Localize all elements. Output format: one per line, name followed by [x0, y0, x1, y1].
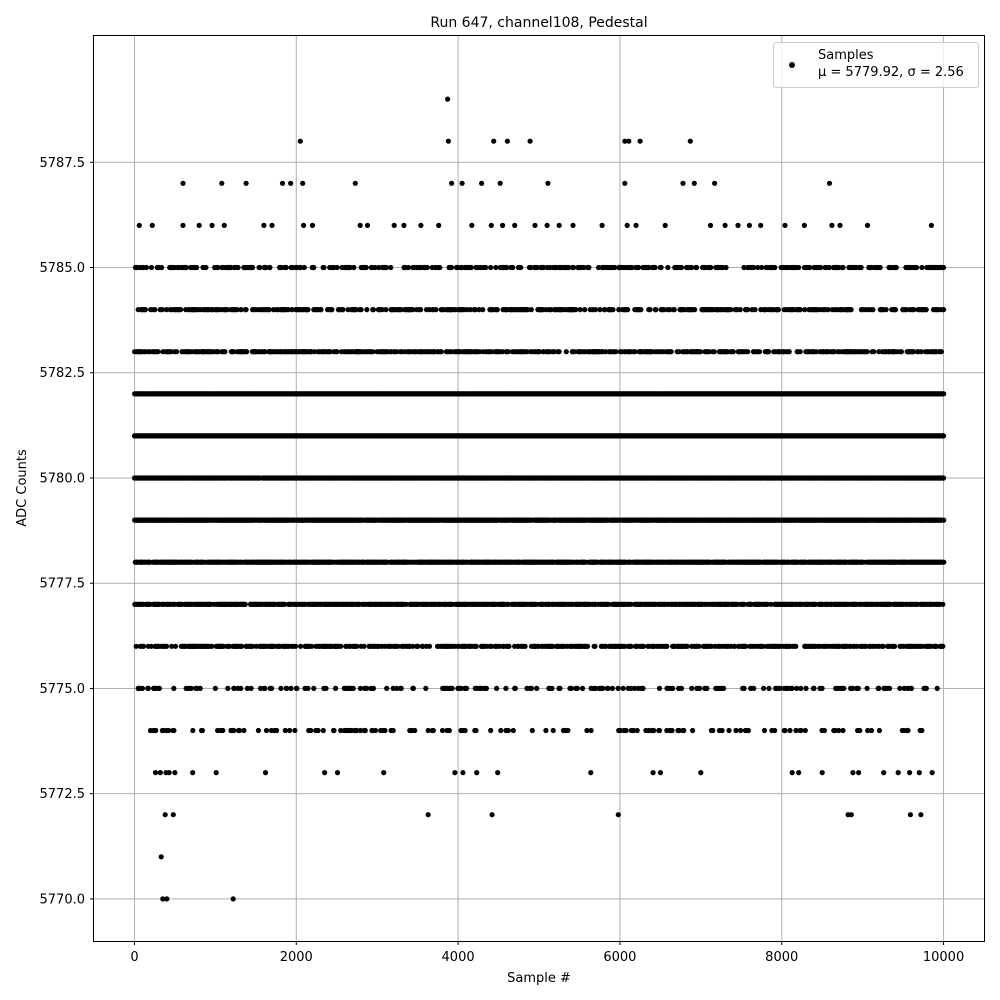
- chart-title: Run 647, channel108, Pedestal: [430, 15, 647, 31]
- data-points: [131, 96, 947, 902]
- data-point: [941, 391, 947, 397]
- data-point: [940, 433, 947, 439]
- grid-lines: [94, 36, 984, 941]
- data-point: [941, 517, 947, 523]
- data-point: [940, 475, 947, 481]
